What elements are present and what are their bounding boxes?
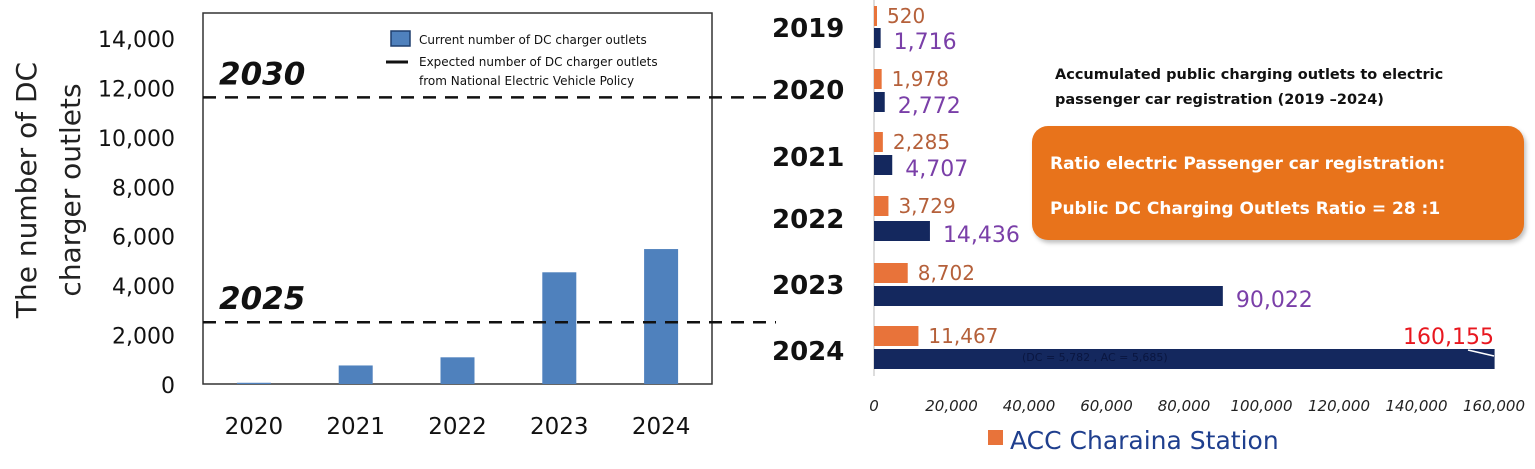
right-orange-bar-2022 [874, 196, 889, 216]
right-annotation: (DC = 5,782 , AC = 5,685) [1022, 351, 1168, 364]
right-orange-bar-2020 [874, 69, 882, 89]
left-x-tick-label: 2021 [326, 414, 385, 440]
left-bar-2020 [236, 382, 271, 384]
right-orange-bar-2021 [874, 132, 883, 152]
right-orange-value-label: 2,285 [893, 130, 950, 154]
right-navy-value-label: 160,155 [1403, 325, 1494, 350]
right-orange-value-label: 8,702 [918, 261, 975, 285]
target-label-2025: 2025 [219, 281, 305, 317]
right-navy-bar-2021 [874, 155, 893, 175]
left-y-axis-label-line1: The number of DC charger outlets [10, 62, 87, 319]
right-x-tick-label: 40,000 [1003, 397, 1056, 415]
left-y-tick-label: 12,000 [98, 77, 175, 102]
legend-bar-label: Current number of DC charger outlets [419, 33, 647, 47]
right-navy-value-label: 4,707 [905, 157, 968, 182]
right-category-label: 2024 [772, 337, 844, 367]
right-orange-bar-2023 [874, 263, 908, 283]
right-navy-value-label: 90,022 [1236, 288, 1313, 313]
callout-line-1: Ratio electric Passenger car registratio… [1050, 154, 1446, 174]
right-navy-bar-2023 [874, 286, 1223, 306]
left-y-tick-label: 4,000 [112, 275, 175, 300]
right-orange-value-label: 11,467 [928, 324, 998, 348]
legend-bar-swatch [390, 30, 411, 47]
right-x-tick-label: 100,000 [1230, 397, 1292, 415]
right-navy-bar-2024 [874, 349, 1495, 369]
right-orange-value-label: 3,729 [898, 194, 955, 218]
right-legend: ACC Charaina Station [988, 426, 1279, 455]
right-annotation-leader [1467, 349, 1495, 357]
right-navy-value-label: 14,436 [943, 223, 1020, 248]
right-category-label: 2019 [772, 14, 844, 44]
ratio-callout: Ratio electric Passenger car registratio… [1032, 126, 1524, 240]
right-category-label: 2020 [772, 76, 844, 106]
left-y-tick-label: 6,000 [112, 226, 175, 251]
left-x-tick-label: 2024 [632, 414, 691, 440]
right-orange-value-label: 520 [887, 4, 925, 28]
right-x-tick-label: 140,000 [1385, 397, 1447, 415]
right-orange-bar-2019 [874, 6, 877, 26]
legend-line-label-2: from National Electric Vehicle Policy [419, 74, 634, 88]
left-legend: Current number of DC charger outlets Exp… [386, 30, 658, 88]
right-chart-title: Accumulated public charging outlets to e… [1055, 67, 1444, 108]
left-bar-2021 [338, 365, 373, 384]
right-navy-value-label: 1,716 [894, 30, 957, 55]
left-bar-2022 [440, 357, 475, 384]
left-y-tick-label: 14,000 [98, 28, 175, 53]
left-y-tick-label: 10,000 [98, 127, 175, 152]
left-chart: The number of DC charger outlets 0 2,000 4,… [10, 12, 776, 440]
right-x-tick-label: 0 [869, 397, 879, 415]
right-x-tick-label: 120,000 [1308, 397, 1370, 415]
right-navy-bar-2020 [874, 92, 885, 112]
left-y-tick-label: 0 [161, 374, 175, 399]
left-y-tick-label: 8,000 [112, 176, 175, 201]
left-x-tick-label: 2022 [428, 414, 487, 440]
left-x-tick-label: 2023 [530, 414, 589, 440]
right-x-tick-label: 160,000 [1463, 397, 1525, 415]
legend-line-label-1: Expected number of DC charger outlets [419, 55, 658, 69]
left-x-tick-label: 2020 [225, 414, 284, 440]
y-label-part-2: charger outlets [54, 83, 87, 296]
right-orange-bar-2024 [874, 326, 919, 346]
right-navy-value-label: 2,772 [898, 94, 961, 119]
left-y-tick-label: 2,000 [112, 325, 175, 350]
right-x-tick-label: 20,000 [925, 397, 978, 415]
right-orange-value-label: 1,978 [892, 67, 949, 91]
left-bar-2024 [644, 249, 679, 384]
right-category-label: 2022 [772, 205, 844, 235]
right-navy-bar-2019 [874, 28, 881, 48]
target-label-2030: 2030 [219, 56, 305, 92]
right-legend-label: ACC Charaina Station [1010, 426, 1279, 455]
right-category-label: 2021 [772, 143, 844, 173]
left-bar-2023 [542, 272, 577, 384]
right-category-label: 2023 [772, 271, 844, 301]
right-x-tick-label: 80,000 [1158, 397, 1211, 415]
callout-line-2: Public DC Charging Outlets Ratio = 28 :1 [1050, 199, 1441, 219]
right-navy-bar-2022 [874, 221, 930, 241]
right-legend-swatch [988, 430, 1003, 445]
y-label-part-1: The number of DC [10, 62, 43, 319]
right-x-tick-label: 60,000 [1080, 397, 1133, 415]
